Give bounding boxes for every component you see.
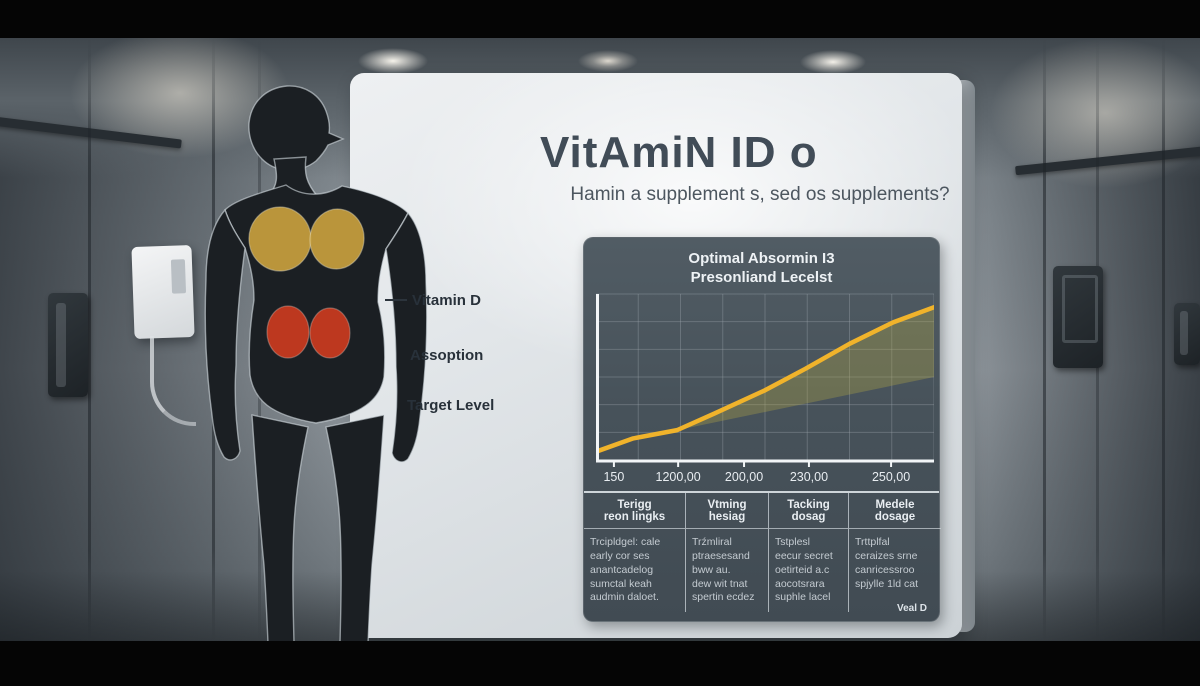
x-tick-label: 200,00	[724, 470, 764, 484]
callout-line	[385, 299, 407, 301]
letterbox-bar-bottom	[0, 641, 1200, 686]
right-leg	[325, 414, 385, 644]
table-cell: Trźmliral ptraesesand bww au. dew wit tn…	[686, 529, 769, 613]
panel-footer: Veal D	[896, 603, 927, 614]
table-cell: Trcipldgel: cale early cor ses anantcade…	[584, 529, 686, 613]
line-chart-svg	[596, 293, 934, 467]
right-arm	[385, 211, 428, 463]
left-leg	[251, 414, 309, 644]
info-table: Terigg reon lingks Vtming hesiag Tacking…	[584, 491, 941, 613]
ceiling-light-icon	[578, 50, 638, 72]
page-title: VitAmiN ID o	[540, 128, 818, 177]
letterbox-bar-top	[0, 0, 1200, 38]
page-subtitle: Hamin a supplement s, sed os supplements…	[570, 184, 950, 205]
ceiling-light-icon	[358, 48, 428, 74]
lung-highlight-right	[309, 208, 365, 270]
door-handle	[1174, 303, 1200, 365]
line-chart	[596, 292, 934, 470]
x-tick-label: 250,00	[871, 470, 911, 484]
table-header-cell: Terigg reon lingks	[584, 493, 686, 529]
x-tick-label: 1200,00	[655, 470, 701, 484]
table-header-row: Terigg reon lingks Vtming hesiag Tacking…	[584, 493, 941, 529]
wall-dispenser	[131, 244, 195, 340]
door-handle	[1053, 266, 1103, 368]
label-target-level: Target Level	[407, 397, 495, 414]
table-header-cell: Tacking dosag	[769, 493, 849, 529]
table-cell: Trttplfal ceraizes srne canricessroo spj…	[855, 536, 919, 590]
abdomen-highlight-left	[266, 305, 310, 359]
x-tick-label: 150	[603, 470, 625, 484]
table-header-cell: Vtming hesiag	[686, 493, 769, 529]
left-arm	[204, 208, 246, 461]
table-header-cell: Medele dosage	[849, 493, 941, 529]
chart-title-line2: Presonliand Lecelst	[690, 268, 833, 286]
chart-title: Optimal Absormin I3 Presonliand Lecelst	[584, 250, 939, 288]
door-handle	[48, 293, 88, 397]
label-vitamin-d: Vitamin D	[412, 292, 481, 309]
door-seam	[88, 38, 91, 641]
x-tick-label: 230,00	[789, 470, 829, 484]
table-cell: Tstplesl eecur secret oetirteid a.c aoco…	[769, 529, 849, 613]
board-side-edge	[960, 80, 975, 632]
chart-panel: Optimal Absormin I3 Presonliand Lecelst …	[583, 237, 941, 622]
door-seam	[1162, 38, 1165, 641]
x-axis-tick-labels: 150 1200,00 200,00 230,00 250,00	[596, 470, 934, 488]
door-seam	[1043, 38, 1046, 641]
chart-title-line1: Optimal Absormin I3	[688, 250, 835, 267]
label-assoption: Assoption	[410, 347, 484, 364]
abdomen-highlight-right	[309, 307, 351, 359]
ceiling-light-icon	[800, 50, 866, 74]
table-body-row: Trcipldgel: cale early cor ses anantcade…	[584, 529, 939, 613]
human-body-diagram	[204, 85, 428, 644]
